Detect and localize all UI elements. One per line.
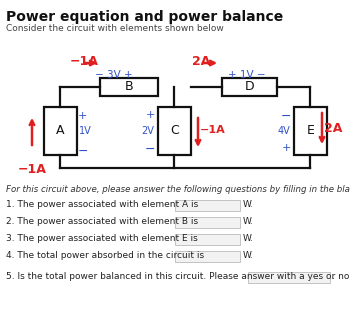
Text: Consider the circuit with elements shown below: Consider the circuit with elements shown… [6, 24, 224, 33]
Text: 2. The power associated with element B is: 2. The power associated with element B i… [6, 217, 198, 226]
Text: 2V: 2V [141, 126, 154, 136]
Bar [44, 107, 77, 155]
Text: W.: W. [243, 217, 254, 226]
Text: +: + [146, 110, 155, 120]
Bar [248, 272, 330, 283]
Text: W.: W. [243, 251, 254, 260]
Bar [158, 107, 191, 155]
Text: + 1V −: + 1V − [228, 70, 266, 80]
Text: −1A: −1A [18, 163, 47, 176]
Text: 2A: 2A [192, 55, 210, 68]
Bar [175, 217, 240, 228]
Text: +: + [282, 143, 291, 153]
Text: 3. The power associated with element E is: 3. The power associated with element E i… [6, 234, 198, 243]
Text: C: C [170, 125, 179, 137]
Bar [100, 78, 158, 96]
Text: 5. Is the total power balanced in this circuit. Please answer with a yes or no: 5. Is the total power balanced in this c… [6, 272, 349, 281]
Text: W.: W. [243, 234, 254, 243]
Text: −1A: −1A [70, 55, 99, 68]
Text: E: E [307, 125, 314, 137]
Text: −: − [145, 143, 155, 156]
Text: A: A [56, 125, 65, 137]
Bar [294, 107, 327, 155]
Text: − 3V +: − 3V + [95, 70, 133, 80]
Text: For this circuit above, please answer the following questions by filling in the : For this circuit above, please answer th… [6, 185, 350, 194]
Text: 4V: 4V [277, 126, 290, 136]
Text: .: . [332, 272, 335, 281]
Bar [175, 200, 240, 211]
Text: −1A: −1A [200, 125, 226, 135]
Bar [175, 251, 240, 262]
Text: 2A: 2A [324, 122, 342, 134]
Bar [175, 234, 240, 245]
Text: 1V: 1V [79, 126, 92, 136]
Text: D: D [245, 80, 254, 94]
Bar [222, 78, 277, 96]
Text: Power equation and power balance: Power equation and power balance [6, 10, 283, 24]
Text: 1. The power associated with element A is: 1. The power associated with element A i… [6, 200, 198, 209]
Text: B: B [125, 80, 133, 94]
Text: 4. The total power absorbed in the circuit is: 4. The total power absorbed in the circu… [6, 251, 204, 260]
Text: +: + [78, 111, 88, 121]
Text: W.: W. [243, 200, 254, 209]
Text: −: − [280, 110, 291, 123]
Text: −: − [78, 145, 89, 158]
